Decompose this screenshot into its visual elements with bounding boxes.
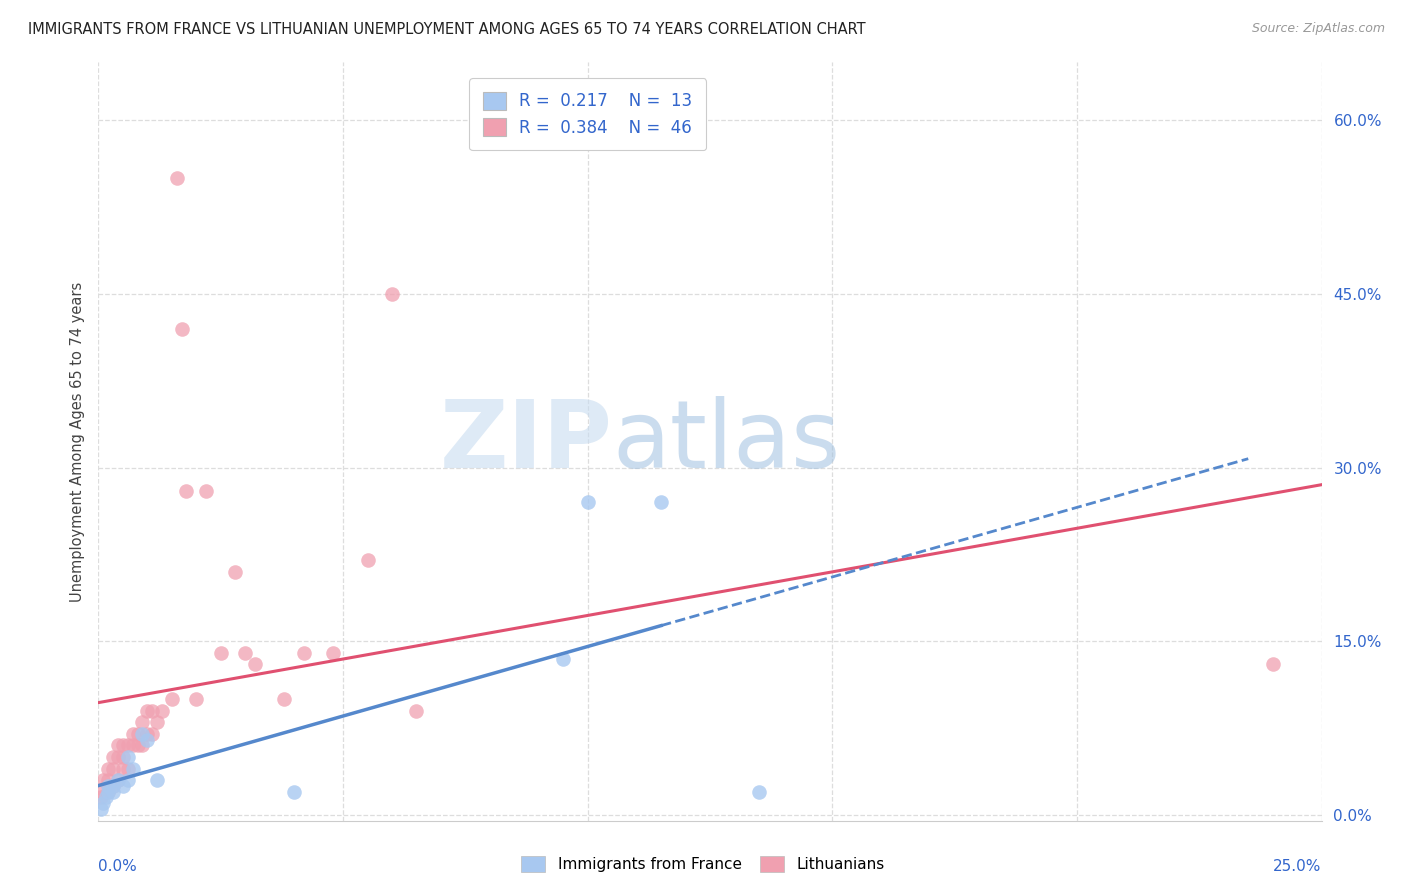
Point bbox=[209, 646, 232, 660]
Point bbox=[224, 565, 246, 579]
Point bbox=[111, 779, 134, 793]
Point bbox=[117, 762, 139, 776]
Point bbox=[381, 287, 404, 301]
Point bbox=[273, 692, 295, 706]
Point bbox=[576, 495, 599, 509]
Point bbox=[97, 785, 120, 799]
Point bbox=[97, 762, 120, 776]
Point bbox=[650, 495, 672, 509]
Point bbox=[1261, 657, 1284, 672]
Point bbox=[131, 739, 153, 753]
Text: Source: ZipAtlas.com: Source: ZipAtlas.com bbox=[1251, 22, 1385, 36]
Point bbox=[553, 651, 575, 665]
Legend: Immigrants from France, Lithuanians: Immigrants from France, Lithuanians bbox=[513, 848, 893, 880]
Point bbox=[117, 773, 139, 788]
Point bbox=[97, 779, 120, 793]
Point bbox=[90, 790, 112, 805]
Point bbox=[90, 802, 112, 816]
Point bbox=[91, 797, 114, 811]
Point bbox=[127, 739, 149, 753]
Point bbox=[748, 785, 770, 799]
Text: 0.0%: 0.0% bbox=[98, 858, 138, 873]
Point bbox=[101, 779, 124, 793]
Point bbox=[146, 773, 169, 788]
Point bbox=[97, 785, 120, 799]
Point bbox=[101, 785, 124, 799]
Point bbox=[107, 773, 129, 788]
Y-axis label: Unemployment Among Ages 65 to 74 years: Unemployment Among Ages 65 to 74 years bbox=[69, 281, 84, 602]
Point bbox=[141, 704, 163, 718]
Point bbox=[136, 732, 159, 747]
Point bbox=[111, 750, 134, 764]
Point bbox=[150, 704, 173, 718]
Text: 25.0%: 25.0% bbox=[1274, 858, 1322, 873]
Point bbox=[136, 727, 159, 741]
Point bbox=[121, 762, 143, 776]
Point bbox=[107, 750, 129, 764]
Point bbox=[405, 704, 427, 718]
Point bbox=[176, 483, 198, 498]
Point bbox=[107, 739, 129, 753]
Point bbox=[94, 790, 117, 805]
Point bbox=[101, 779, 124, 793]
Point bbox=[322, 646, 344, 660]
Point bbox=[233, 646, 256, 660]
Point bbox=[136, 704, 159, 718]
Point bbox=[111, 762, 134, 776]
Point bbox=[146, 715, 169, 730]
Legend: R =  0.217    N =  13, R =  0.384    N =  46: R = 0.217 N = 13, R = 0.384 N = 46 bbox=[470, 78, 706, 150]
Point bbox=[283, 785, 305, 799]
Text: atlas: atlas bbox=[612, 395, 841, 488]
Point bbox=[356, 553, 378, 567]
Point bbox=[195, 483, 218, 498]
Point bbox=[170, 321, 193, 335]
Point bbox=[127, 727, 149, 741]
Point bbox=[141, 727, 163, 741]
Point bbox=[107, 773, 129, 788]
Point bbox=[91, 773, 114, 788]
Point bbox=[97, 773, 120, 788]
Point bbox=[131, 727, 153, 741]
Point bbox=[121, 739, 143, 753]
Point bbox=[101, 762, 124, 776]
Point bbox=[117, 739, 139, 753]
Point bbox=[166, 171, 188, 186]
Point bbox=[111, 739, 134, 753]
Text: ZIP: ZIP bbox=[439, 395, 612, 488]
Point bbox=[160, 692, 183, 706]
Point bbox=[292, 646, 315, 660]
Point bbox=[91, 785, 114, 799]
Point bbox=[243, 657, 266, 672]
Point bbox=[101, 750, 124, 764]
Point bbox=[131, 715, 153, 730]
Point bbox=[117, 750, 139, 764]
Point bbox=[121, 727, 143, 741]
Point bbox=[186, 692, 208, 706]
Text: IMMIGRANTS FROM FRANCE VS LITHUANIAN UNEMPLOYMENT AMONG AGES 65 TO 74 YEARS CORR: IMMIGRANTS FROM FRANCE VS LITHUANIAN UNE… bbox=[28, 22, 866, 37]
